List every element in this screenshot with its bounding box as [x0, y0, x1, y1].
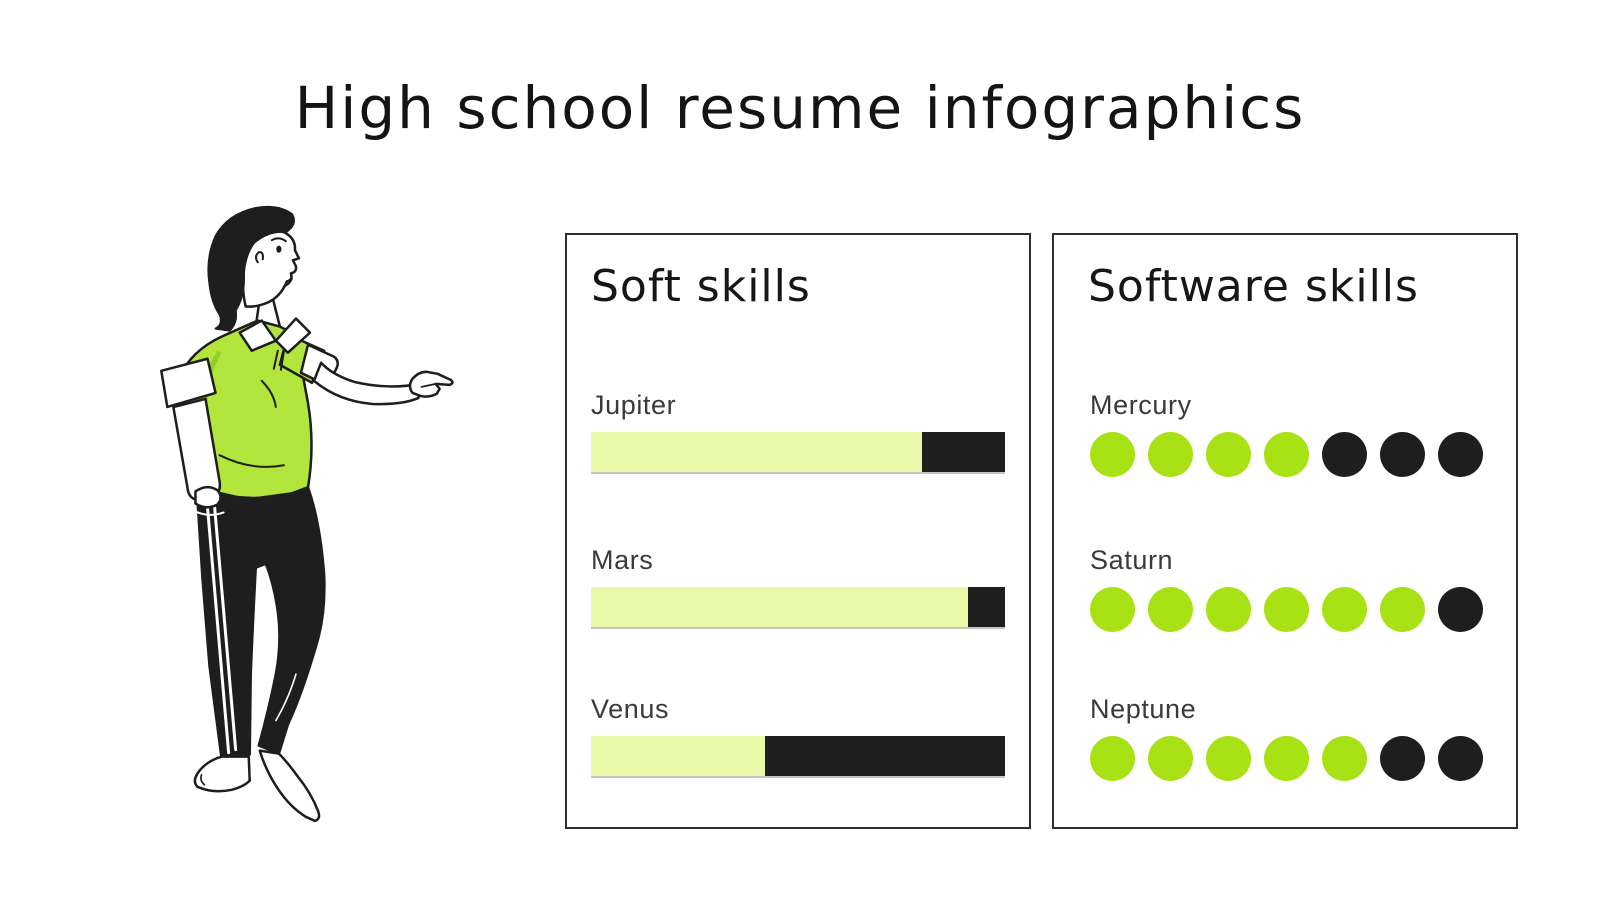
person-pants-stripes [206, 504, 238, 755]
skill-label-venus: Venus [591, 694, 670, 724]
person-back-foot [258, 749, 321, 823]
person-shirt-fold-lines [218, 379, 285, 468]
skill-row-neptune: Neptune [1090, 692, 1483, 781]
soft-skills-card: Soft skills Jupiter Mars Venus [565, 233, 1031, 829]
person-pocket-hand [194, 485, 222, 509]
rating-dot-filled [1322, 736, 1367, 781]
person-front-foot-toe-line [200, 773, 206, 786]
person-ear [254, 251, 264, 264]
rating-dot-filled [1206, 432, 1251, 477]
person-illustration [160, 205, 454, 823]
rating-dot-filled [1090, 736, 1135, 781]
skill-label-jupiter: Jupiter [591, 390, 677, 420]
soft-skills-heading: Soft skills [591, 261, 811, 312]
rating-dot-filled [1264, 432, 1309, 477]
software-skills-heading: Software skills [1088, 261, 1419, 312]
dot-rating-saturn [1090, 587, 1483, 632]
rating-dot-filled [1264, 736, 1309, 781]
skill-row-mars: Mars [591, 543, 1005, 629]
skill-label-saturn: Saturn [1090, 545, 1174, 575]
rating-dot-filled [1206, 736, 1251, 781]
rating-dot-filled [1380, 587, 1425, 632]
skill-row-mercury: Mercury [1090, 388, 1483, 477]
software-skills-card: Software skills Mercury Saturn Neptune [1052, 233, 1518, 829]
rating-dot-empty [1438, 587, 1483, 632]
person-eyebrow [270, 237, 287, 243]
rating-dot-filled [1206, 587, 1251, 632]
person-pocket-line [190, 508, 225, 516]
rating-dot-filled [1322, 587, 1367, 632]
person-pants-crease-lines [264, 583, 297, 722]
progress-bar-fill-jupiter [591, 432, 923, 472]
person-hair-quiff-lines [248, 206, 285, 218]
skill-label-mercury: Mercury [1090, 390, 1192, 420]
progress-bar-fill-mars [591, 587, 968, 627]
rating-dot-filled [1264, 587, 1309, 632]
rating-dot-filled [1090, 432, 1135, 477]
progress-bar-track-mars [591, 587, 1005, 629]
rating-dot-empty [1322, 432, 1367, 477]
rating-dot-empty [1380, 736, 1425, 781]
skill-row-saturn: Saturn [1090, 543, 1483, 632]
rating-dot-filled [1148, 432, 1193, 477]
rating-dot-empty [1438, 736, 1483, 781]
dot-rating-neptune [1090, 736, 1483, 781]
page-title: High school resume infographics [294, 74, 1306, 142]
person-mouth [282, 277, 293, 288]
skill-row-venus: Venus [591, 692, 1005, 778]
rating-dot-empty [1438, 432, 1483, 477]
rating-dot-filled [1090, 587, 1135, 632]
person-front-foot [193, 755, 251, 793]
person-collar-strings [272, 349, 285, 371]
person-eye [276, 245, 282, 253]
person-collar-right [274, 317, 312, 354]
rating-dot-empty [1380, 432, 1425, 477]
person-pointing-arm [312, 361, 421, 406]
person-finger-line [420, 382, 437, 388]
skill-label-neptune: Neptune [1090, 694, 1197, 724]
progress-bar-track-venus [591, 736, 1005, 778]
skill-row-jupiter: Jupiter [591, 388, 1005, 474]
person-left-cuff [160, 357, 217, 409]
rating-dot-filled [1148, 587, 1193, 632]
skill-label-mars: Mars [591, 545, 654, 575]
progress-bar-track-jupiter [591, 432, 1005, 474]
dot-rating-mercury [1090, 432, 1483, 477]
rating-dot-filled [1148, 736, 1193, 781]
progress-bar-fill-venus [591, 736, 765, 776]
